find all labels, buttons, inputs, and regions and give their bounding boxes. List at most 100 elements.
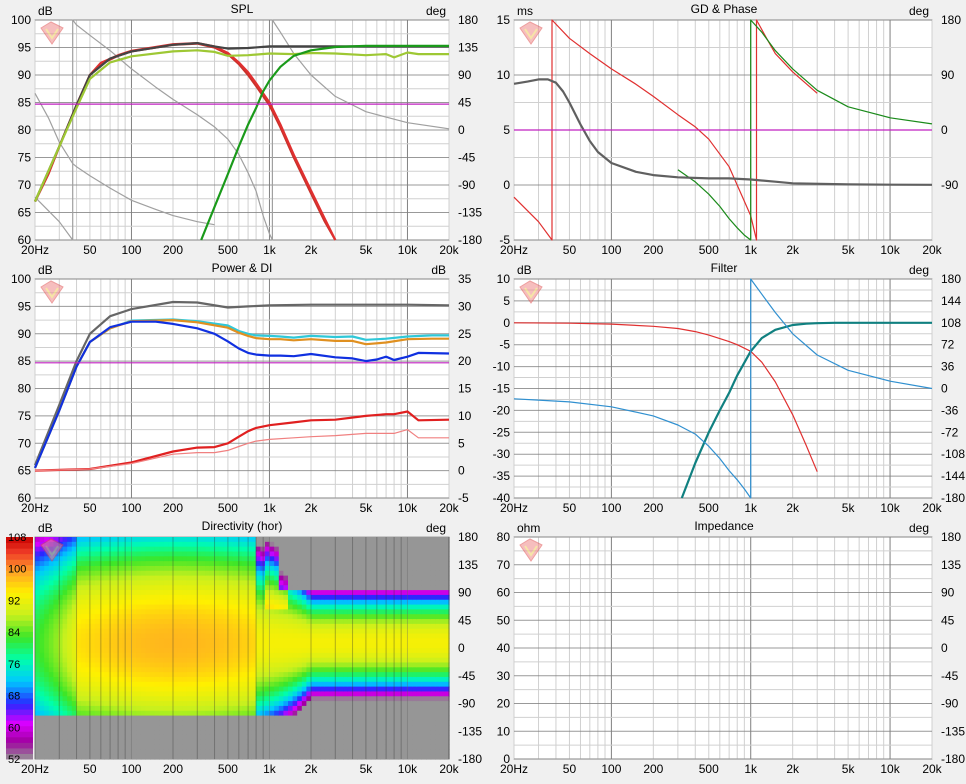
chart-title: Directivity (hor)	[202, 519, 283, 533]
heatmap-cell	[389, 705, 395, 712]
heatmap-cell	[154, 686, 160, 693]
heatmap-cell	[145, 696, 151, 702]
heatmap-cell	[329, 633, 335, 639]
heatmap-cell	[127, 672, 133, 678]
heatmap-cell	[283, 565, 289, 572]
heatmap-cell	[62, 720, 68, 726]
heatmap-cell	[90, 681, 96, 688]
heatmap-cell	[306, 734, 312, 741]
heatmap-cell	[315, 556, 321, 562]
heatmap-cell	[81, 628, 87, 635]
heatmap-cell	[334, 585, 340, 591]
heatmap-cell	[352, 725, 358, 731]
heatmap-cell	[223, 696, 229, 702]
heatmap-cell	[39, 691, 45, 697]
y-left-tick-label: -15	[493, 382, 511, 396]
heatmap-cell	[269, 662, 275, 668]
heatmap-cell	[347, 672, 353, 678]
heatmap-cell	[444, 672, 450, 678]
heatmap-cell	[347, 657, 353, 664]
heatmap-cell	[380, 575, 386, 582]
heatmap-cell	[232, 710, 238, 717]
heatmap-cell	[315, 537, 321, 543]
logo-shape	[40, 21, 64, 45]
heatmap-cell	[163, 575, 169, 582]
heatmap-cell	[320, 623, 326, 630]
heatmap-cell	[117, 565, 123, 572]
heatmap-cell	[311, 590, 317, 596]
heatmap-cell	[39, 623, 45, 630]
heatmap-cell	[343, 648, 349, 654]
heatmap-cell	[145, 749, 151, 755]
heatmap-cell	[219, 715, 225, 721]
heatmap-cell	[163, 705, 169, 712]
series-line-highpass-mag	[680, 321, 932, 499]
heatmap-cell	[403, 715, 409, 721]
logo-icon	[519, 21, 543, 45]
heatmap-cell	[265, 585, 271, 591]
x-tick-label: 20k	[439, 762, 459, 776]
heatmap-cell	[403, 638, 409, 644]
heatmap-cell	[209, 725, 215, 731]
heatmap-cell	[173, 623, 179, 630]
heatmap-cell	[136, 633, 142, 639]
heatmap-cell	[255, 701, 261, 707]
heatmap-cell	[274, 725, 280, 731]
heatmap-cell	[380, 686, 386, 693]
heatmap-cell	[366, 749, 372, 755]
heatmap-cell	[292, 623, 298, 630]
heatmap-cell	[117, 681, 123, 688]
heatmap-cell	[329, 638, 335, 644]
heatmap-cell	[108, 604, 114, 610]
heatmap-cell	[186, 594, 192, 601]
heatmap-cell	[71, 667, 77, 673]
heatmap-cell	[439, 652, 445, 659]
heatmap-cell	[292, 648, 298, 654]
heatmap-cell	[334, 556, 340, 562]
heatmap-cell	[306, 623, 312, 630]
heatmap-cell	[186, 604, 192, 610]
heatmap-cell	[48, 686, 54, 693]
heatmap-cell	[426, 541, 432, 548]
heatmap-cell	[439, 594, 445, 601]
heatmap-cell	[403, 672, 409, 678]
heatmap-cell	[246, 739, 252, 746]
heatmap-cell	[122, 633, 128, 639]
heatmap-cell	[283, 556, 289, 562]
heatmap-cell	[361, 676, 367, 683]
heatmap-cell	[430, 744, 436, 750]
heatmap-cell	[117, 725, 123, 731]
heatmap-cell	[219, 614, 225, 620]
heatmap-cell	[301, 691, 307, 697]
heatmap-cell	[260, 623, 266, 630]
y-left-tick-label: -5	[499, 233, 510, 247]
heatmap-cell	[315, 643, 321, 649]
heatmap-cell	[412, 623, 418, 630]
heatmap-cell	[278, 652, 284, 659]
heatmap-cell	[292, 652, 298, 659]
heatmap-cell	[407, 556, 413, 562]
heatmap-cell	[113, 580, 119, 586]
heatmap-cell	[196, 580, 202, 586]
heatmap-cell	[426, 585, 432, 591]
chart-title: Power & DI	[212, 261, 273, 275]
heatmap-cell	[71, 749, 77, 755]
heatmap-cell	[306, 730, 312, 736]
heatmap-cell	[154, 720, 160, 726]
heatmap-cell	[182, 561, 188, 567]
heatmap-cell	[370, 648, 376, 654]
heatmap-cell	[306, 681, 312, 688]
heatmap-cell	[104, 749, 110, 755]
heatmap-cell	[223, 652, 229, 659]
heatmap-cell	[223, 701, 229, 707]
heatmap-cell	[421, 754, 427, 760]
heatmap-cell	[301, 662, 307, 668]
heatmap-cell	[439, 604, 445, 610]
heatmap-cell	[67, 705, 73, 712]
heatmap-cell	[311, 556, 317, 562]
heatmap-cell	[292, 667, 298, 673]
heatmap-cell	[67, 754, 73, 760]
heatmap-cell	[168, 599, 174, 606]
heatmap-cell	[71, 619, 77, 625]
heatmap-cell	[357, 604, 363, 610]
